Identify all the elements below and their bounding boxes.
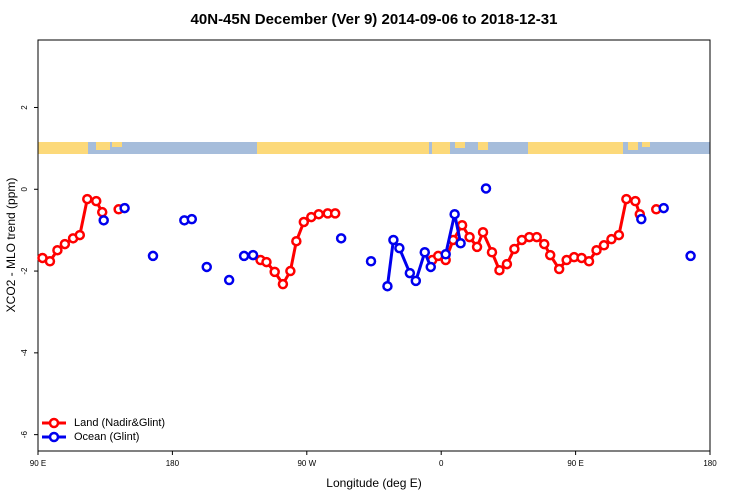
land-mask-strip [38, 142, 710, 154]
data-point [98, 215, 109, 226]
data-point [90, 195, 102, 207]
x-tick-label: 90 W [297, 459, 316, 468]
data-point [425, 261, 436, 273]
series-line [387, 214, 690, 286]
data-point [277, 278, 289, 290]
data-point [388, 234, 399, 246]
data-point [335, 233, 347, 244]
data-point [630, 195, 641, 207]
x-axis-label: Longitude (deg E) [326, 476, 421, 490]
y-tick-label: -6 [20, 431, 29, 439]
x-tick-label: 90 E [30, 459, 46, 468]
data-point [59, 238, 71, 250]
data-point [291, 235, 302, 247]
data-point [261, 256, 272, 268]
data-point [410, 275, 422, 287]
data-point [247, 249, 259, 261]
data-point [598, 240, 610, 251]
data-point [82, 193, 93, 205]
data-point [471, 241, 483, 253]
data-point [456, 220, 468, 231]
data-point [544, 249, 556, 261]
data-point [238, 250, 250, 262]
chart-title: 40N-45N December (Ver 9) 2014-09-06 to 2… [191, 11, 558, 28]
x-tick-label: 90 E [567, 459, 583, 468]
legend-marker [48, 431, 60, 443]
data-point [285, 265, 296, 277]
data-point [538, 238, 550, 250]
data-point [480, 183, 492, 194]
data-point [74, 229, 86, 241]
data-point [613, 229, 625, 241]
data-point [329, 208, 341, 219]
data-point [269, 266, 280, 278]
data-point [531, 231, 543, 243]
data-point [553, 263, 565, 275]
data-point [223, 274, 235, 286]
data-point [419, 246, 431, 258]
data-point [494, 264, 505, 276]
y-tick-label: -4 [20, 349, 29, 357]
y-tick-label: 0 [20, 186, 29, 191]
data-point [449, 208, 460, 220]
data-point [96, 206, 108, 218]
data-point [591, 244, 602, 256]
legend-label: Ocean (Glint) [74, 431, 139, 443]
data-point [486, 246, 498, 258]
data-point [186, 213, 198, 225]
x-tick-label: 0 [439, 459, 444, 468]
legend-marker [48, 417, 60, 429]
data-point [394, 242, 405, 254]
data-point [621, 193, 632, 205]
data-point [509, 243, 520, 255]
data-point [477, 226, 489, 238]
data-point [201, 261, 212, 273]
data-point [119, 202, 130, 214]
plot-frame [37, 39, 711, 452]
data-point [501, 258, 513, 270]
legend-label: Land (Nadir&Glint) [74, 417, 165, 429]
data-point [658, 202, 669, 214]
y-tick-label: -2 [20, 267, 29, 275]
series-line [42, 199, 656, 284]
data-point [313, 208, 324, 220]
y-axis-label: XCO2 - MLO trend (ppm) [4, 178, 18, 313]
data-point [382, 280, 393, 292]
legend: Land (Nadir&Glint) Ocean (Glint) [42, 417, 165, 443]
data-point [44, 255, 56, 267]
x-tick-label: 180 [166, 459, 180, 468]
data-point [685, 250, 696, 262]
data-point [365, 255, 377, 267]
data-point [606, 233, 617, 245]
data-point [464, 231, 475, 243]
data-point [298, 216, 310, 228]
data-point [440, 249, 451, 260]
data-point [636, 213, 647, 225]
data-point [404, 267, 416, 279]
data-point [52, 244, 63, 256]
data-point [583, 255, 595, 267]
x-tick-label: 180 [703, 459, 717, 468]
y-tick-label: 2 [20, 105, 29, 110]
data-point [147, 250, 159, 262]
data-point [455, 238, 466, 249]
